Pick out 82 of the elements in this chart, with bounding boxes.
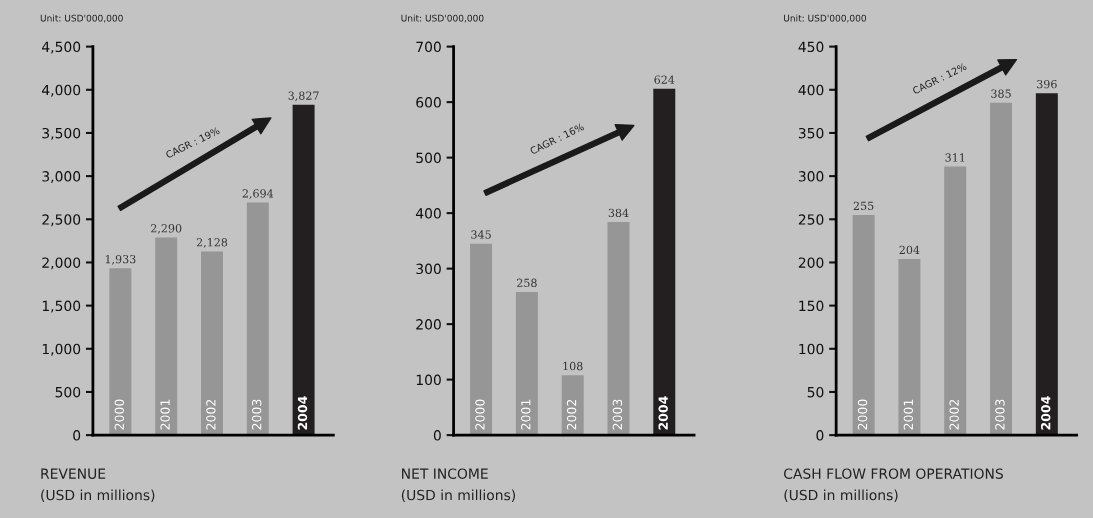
data-label: 108: [563, 361, 583, 371]
x-tick-label: 2004: [658, 396, 668, 430]
text: CASH FLOW FROM OPERATIONS: [784, 468, 1003, 479]
x-tick-label: 2004: [1041, 396, 1051, 430]
y-tick-label: 100: [416, 374, 441, 386]
data-label: 2,290: [151, 224, 182, 234]
x-tick-label: 2003: [251, 399, 262, 430]
data-label: 311: [945, 153, 965, 162]
bar: [246, 202, 269, 436]
y-tick-label: 400: [415, 208, 441, 219]
y-tick-label: 100: [799, 343, 824, 355]
data-label: 385: [991, 89, 1011, 98]
y-tick-label: 2,500: [42, 214, 81, 227]
y-tick-label: 200: [416, 319, 441, 330]
x-tick-label: 2002: [566, 399, 577, 430]
bar: [1035, 93, 1058, 436]
bar: [852, 214, 875, 436]
bar: [292, 104, 315, 436]
y-tick-label: 2,000: [42, 257, 81, 270]
text: (USD in millions): [784, 489, 898, 502]
text: Unit: USD'000,000: [784, 14, 867, 23]
bar: [944, 166, 967, 436]
y-tick-label: 4,000: [42, 84, 81, 97]
y-tick-label: 50: [807, 386, 824, 398]
y-tick-label: 350: [798, 127, 824, 139]
x-tick-label: 2002: [949, 399, 959, 430]
data-label: 255: [853, 201, 874, 211]
y-tick-label: 1,500: [42, 300, 81, 313]
data-label: 624: [654, 75, 675, 84]
data-label: 2,694: [242, 189, 274, 199]
bar: [201, 251, 223, 436]
y-tick-label: 600: [416, 97, 441, 108]
bar: [990, 102, 1013, 436]
y-tick-label: 0: [73, 430, 81, 441]
bar: [898, 259, 921, 436]
text: (USD in millions): [41, 489, 155, 502]
x-tick-label: 2001: [521, 399, 531, 430]
y-tick-label: 3,000: [42, 171, 81, 184]
y-tick-label: 1,000: [42, 343, 81, 356]
y-tick-label: 400: [798, 84, 824, 96]
y-tick-label: 450: [798, 41, 824, 53]
bar: [470, 243, 493, 436]
data-label: 345: [471, 230, 491, 239]
y-tick-label: 500: [55, 386, 81, 398]
y-tick-label: 4,500: [42, 41, 81, 54]
y-tick-label: 250: [798, 214, 824, 225]
y-tick-label: 150: [799, 300, 824, 312]
bar: [515, 291, 538, 436]
x-tick-label: 2001: [903, 399, 914, 430]
bar: [653, 88, 676, 436]
y-tick-label: 300: [416, 263, 441, 275]
bar: [109, 268, 132, 436]
y-tick-label: 0: [816, 430, 824, 441]
text: Unit: USD'000,000: [401, 14, 484, 23]
y-tick-label: 700: [416, 41, 441, 53]
data-label: 3,827: [288, 91, 319, 102]
data-label: 258: [517, 278, 537, 287]
y-tick-label: 3,500: [42, 127, 81, 140]
x-tick-label: 2000: [114, 399, 125, 430]
x-tick-label: 2004: [297, 396, 308, 430]
x-tick-label: 2002: [206, 399, 216, 430]
data-label: 2,128: [196, 238, 228, 248]
data-label: 396: [1037, 79, 1057, 89]
y-tick-label: 500: [416, 152, 441, 164]
text: Unit: USD'000,000: [40, 14, 123, 23]
text: (USD in millions): [401, 489, 516, 502]
bar: [155, 237, 178, 436]
bar: [607, 222, 630, 436]
text: NET INCOME: [402, 468, 488, 479]
data-label: 204: [899, 245, 920, 255]
data-label: 384: [608, 208, 629, 218]
x-tick-label: 2003: [612, 399, 623, 430]
bar: [561, 375, 584, 436]
y-tick-label: 200: [798, 257, 824, 268]
text: REVENUE: [41, 468, 106, 479]
y-tick-label: 0: [433, 430, 441, 441]
x-tick-label: 2001: [160, 399, 170, 430]
data-label: 1,933: [105, 254, 136, 265]
x-tick-label: 2000: [475, 399, 485, 430]
x-tick-label: 2003: [995, 399, 1005, 430]
x-tick-label: 2000: [857, 399, 868, 430]
y-tick-label: 300: [798, 171, 824, 182]
